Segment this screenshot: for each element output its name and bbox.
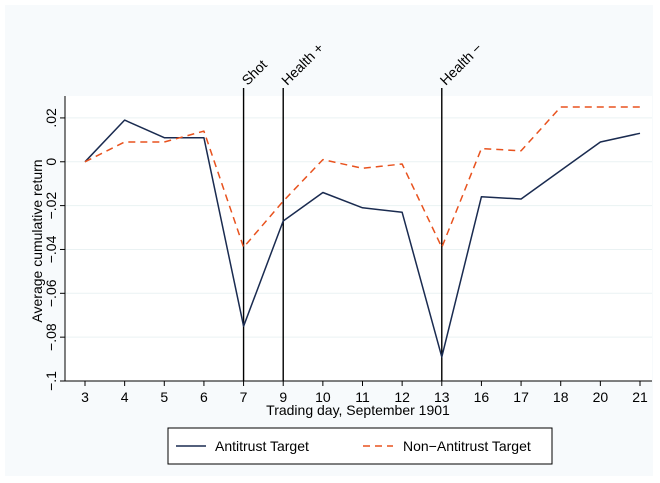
x-tick-label: 18 bbox=[553, 389, 569, 405]
y-tick-label: −.02 bbox=[43, 192, 59, 220]
legend-label-antitrust: Antitrust Target bbox=[215, 438, 309, 454]
plot-area bbox=[65, 96, 652, 381]
y-tick-label: −.1 bbox=[43, 371, 59, 391]
x-tick-label: 17 bbox=[513, 389, 529, 405]
x-tick-label: 11 bbox=[355, 389, 370, 405]
x-tick-label: 5 bbox=[160, 389, 168, 405]
y-tick-label: .02 bbox=[43, 108, 59, 128]
series-lines bbox=[84, 106, 641, 358]
x-tick-label: 21 bbox=[632, 389, 648, 405]
x-axis-label: Trading day, September 1901 bbox=[266, 402, 450, 418]
x-tick-label: 20 bbox=[593, 389, 609, 405]
series-line-non-antitrust bbox=[84, 106, 640, 249]
legend-box bbox=[167, 427, 553, 465]
x-tick-label: 6 bbox=[200, 389, 208, 405]
y-tick-label: −.06 bbox=[43, 279, 59, 307]
x-tick-label: 7 bbox=[240, 389, 248, 405]
event-label: Health − bbox=[437, 40, 485, 88]
x-tick-label: 4 bbox=[121, 389, 129, 405]
event-label: Health + bbox=[278, 40, 326, 88]
x-ticks: 3 4 5 6 7 9 10 11 12 13 16 17 18 20 21 bbox=[81, 381, 648, 405]
axes bbox=[64, 96, 652, 382]
x-tick-label: 12 bbox=[394, 389, 410, 405]
legend-label-non-antitrust: Non−Antitrust Target bbox=[403, 438, 531, 454]
legend: Antitrust Target Non−Antitrust Target bbox=[167, 427, 553, 465]
y-tick-label: −.08 bbox=[43, 323, 59, 351]
x-tick-label: 3 bbox=[81, 389, 89, 405]
y-tick-label: 0 bbox=[43, 158, 59, 166]
y-axis-label: Average cumulative return bbox=[29, 159, 45, 322]
x-tick-label: 10 bbox=[315, 389, 331, 405]
y-ticks: −.1 −.08 −.06 −.04 −.02 0 .02 bbox=[43, 108, 65, 391]
x-tick-label: 16 bbox=[474, 389, 490, 405]
x-tick-label: 9 bbox=[279, 389, 287, 405]
x-tick-label: 13 bbox=[434, 389, 450, 405]
event-label: Shot bbox=[238, 56, 270, 88]
y-tick-label: −.04 bbox=[43, 235, 59, 263]
